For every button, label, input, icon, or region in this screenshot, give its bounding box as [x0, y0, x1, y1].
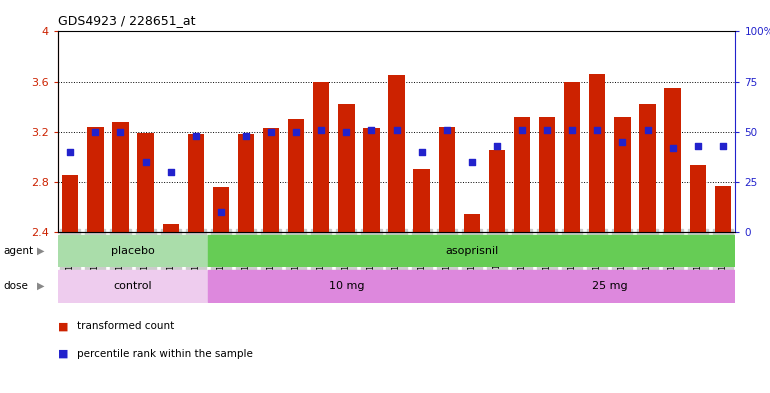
- Text: control: control: [114, 281, 152, 291]
- Bar: [62, 176, 79, 232]
- Bar: [715, 185, 731, 232]
- Bar: [137, 133, 154, 232]
- Point: [139, 158, 152, 165]
- Bar: [188, 134, 204, 232]
- Bar: [213, 187, 229, 232]
- Text: asoprisnil: asoprisnil: [445, 246, 498, 255]
- Bar: [288, 119, 304, 232]
- Text: dose: dose: [4, 281, 28, 291]
- Bar: [263, 128, 280, 232]
- Point: [541, 127, 554, 133]
- Bar: [162, 224, 179, 232]
- Point: [667, 145, 679, 151]
- Bar: [338, 104, 354, 232]
- Bar: [589, 74, 605, 232]
- Bar: [87, 127, 103, 232]
- Bar: [209, 235, 735, 266]
- Point: [165, 169, 177, 175]
- Text: 10 mg: 10 mg: [329, 281, 364, 291]
- Bar: [413, 169, 430, 232]
- Point: [114, 129, 126, 135]
- Point: [265, 129, 277, 135]
- Text: ▶: ▶: [37, 281, 45, 291]
- Text: percentile rank within the sample: percentile rank within the sample: [77, 349, 253, 359]
- Point: [290, 129, 303, 135]
- Bar: [388, 75, 405, 232]
- Point: [516, 127, 528, 133]
- Bar: [484, 270, 735, 302]
- Bar: [539, 117, 555, 232]
- Point: [591, 127, 604, 133]
- Bar: [489, 151, 505, 232]
- Point: [717, 143, 729, 149]
- Point: [89, 129, 102, 135]
- Bar: [464, 214, 480, 232]
- Bar: [439, 127, 455, 232]
- Point: [215, 209, 227, 215]
- Bar: [564, 82, 581, 232]
- Bar: [614, 117, 631, 232]
- Text: transformed count: transformed count: [77, 321, 174, 331]
- Bar: [313, 82, 330, 232]
- Point: [691, 143, 704, 149]
- Point: [616, 138, 628, 145]
- Bar: [690, 165, 706, 232]
- Text: 25 mg: 25 mg: [592, 281, 628, 291]
- Point: [64, 149, 76, 155]
- Bar: [363, 128, 380, 232]
- Point: [340, 129, 353, 135]
- Point: [641, 127, 654, 133]
- Point: [416, 149, 428, 155]
- Point: [390, 127, 403, 133]
- Bar: [112, 122, 129, 232]
- Bar: [238, 134, 254, 232]
- Text: GDS4923 / 228651_at: GDS4923 / 228651_at: [58, 14, 196, 27]
- Point: [189, 132, 202, 139]
- Point: [315, 127, 327, 133]
- Point: [490, 143, 503, 149]
- Text: agent: agent: [4, 246, 34, 255]
- Point: [365, 127, 377, 133]
- Bar: [665, 88, 681, 232]
- Bar: [639, 104, 656, 232]
- Point: [466, 158, 478, 165]
- Text: ▶: ▶: [37, 246, 45, 255]
- Point: [239, 132, 252, 139]
- Bar: [58, 235, 209, 266]
- Text: ■: ■: [58, 349, 69, 359]
- Text: ■: ■: [58, 321, 69, 331]
- Point: [566, 127, 578, 133]
- Bar: [58, 270, 209, 302]
- Text: placebo: placebo: [111, 246, 155, 255]
- Bar: [514, 117, 531, 232]
- Point: [440, 127, 453, 133]
- Bar: [209, 270, 484, 302]
